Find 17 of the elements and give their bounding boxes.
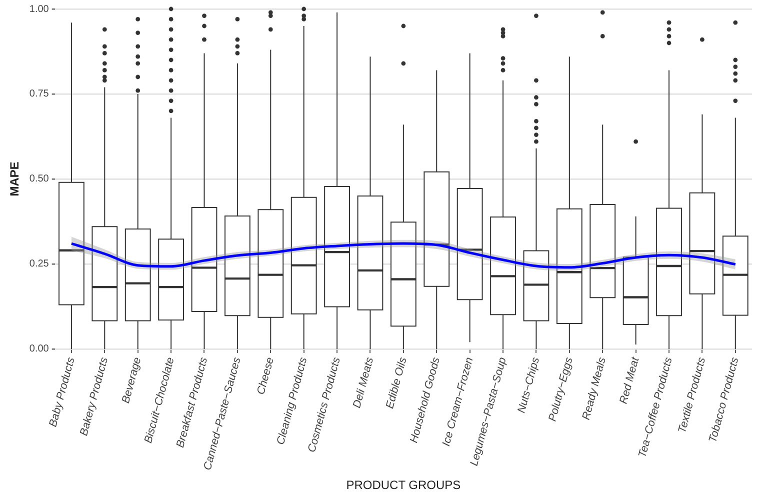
x-tick-label: Cheese	[255, 356, 276, 396]
x-tick-label: Textile Products	[676, 356, 708, 434]
x-tick-label: Baby Products	[47, 356, 78, 428]
y-tick-label: 0.75	[29, 88, 50, 100]
y-axis-title: MAPE	[8, 162, 22, 196]
x-axis-title: PRODUCT GROUPS	[346, 478, 461, 492]
y-tick-label: 0.25	[29, 258, 50, 270]
x-tick-label: Deli Meats	[351, 356, 376, 410]
x-tick-label: Bakery Products	[78, 356, 111, 438]
y-tick-label: 1.00	[29, 4, 50, 15]
x-tick-label: Edible Oils	[384, 356, 410, 410]
line-series	[70, 242, 737, 269]
x-tick-label: Tobacco Products	[706, 356, 742, 444]
x-tick-label: Ready Meals	[580, 356, 609, 422]
y-tick-label: 0.00	[29, 344, 50, 355]
x-tick-label: Red Meat	[618, 355, 642, 406]
y-tick-label: 0.50	[29, 174, 50, 185]
